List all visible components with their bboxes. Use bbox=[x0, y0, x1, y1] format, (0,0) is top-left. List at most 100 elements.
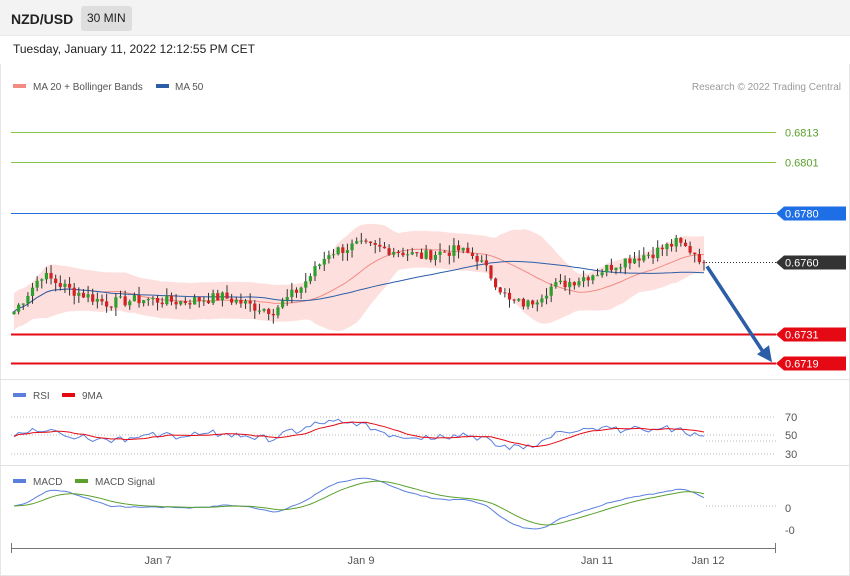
candle-body bbox=[206, 300, 211, 304]
candle-body bbox=[262, 309, 266, 311]
candle-body bbox=[600, 272, 604, 276]
level-label-resistance: 0.6801 bbox=[785, 158, 819, 170]
candle-body bbox=[563, 280, 567, 288]
candle-body bbox=[619, 267, 623, 269]
candle-body bbox=[77, 292, 81, 296]
macd-signal-legend-swatch bbox=[75, 479, 88, 483]
macd-tick-zero: 0 bbox=[785, 503, 791, 515]
candle-body bbox=[355, 241, 359, 244]
rsi-legend: RSI 9MA bbox=[13, 391, 103, 402]
candle-body bbox=[392, 252, 396, 255]
candle-body bbox=[568, 282, 572, 288]
candle-body bbox=[322, 258, 326, 265]
candle-body bbox=[665, 243, 669, 250]
candle-body bbox=[401, 252, 405, 256]
candle-body bbox=[526, 300, 530, 307]
candle-body bbox=[688, 246, 692, 253]
level-label-resistance: 0.6813 bbox=[785, 128, 819, 140]
candle-body bbox=[308, 276, 312, 282]
candle-body bbox=[165, 295, 169, 305]
candle-body bbox=[91, 294, 95, 302]
candle-body bbox=[12, 311, 16, 315]
x-tick-label: Jan 12 bbox=[691, 555, 724, 567]
candle-body bbox=[387, 248, 391, 255]
rsi-9ma-line bbox=[13, 421, 705, 447]
candle-body bbox=[299, 287, 303, 293]
forecast-arrow bbox=[705, 265, 772, 363]
rsi-tick-50: 50 bbox=[785, 430, 797, 442]
candle-body bbox=[535, 302, 539, 305]
candle-body bbox=[128, 301, 132, 306]
candle-body bbox=[646, 254, 651, 256]
ma20-legend-label: MA 20 + Bollinger Bands bbox=[33, 82, 143, 93]
candle-body bbox=[614, 267, 618, 271]
candle-body bbox=[368, 241, 373, 244]
candle-body bbox=[86, 294, 90, 298]
candle-body bbox=[494, 278, 498, 288]
candle-body bbox=[651, 254, 655, 258]
candle-body bbox=[160, 302, 164, 305]
candle-body bbox=[628, 258, 632, 264]
candle-body bbox=[257, 310, 262, 312]
candle-body bbox=[243, 300, 248, 304]
level-tag-support bbox=[776, 327, 846, 342]
candle-body bbox=[656, 247, 660, 258]
candle-body bbox=[660, 247, 664, 250]
macd-legend-swatch bbox=[13, 479, 26, 483]
candle-body bbox=[586, 277, 590, 281]
candle-body bbox=[253, 303, 257, 311]
x-tick-label: Jan 7 bbox=[145, 555, 172, 567]
candle-body bbox=[304, 281, 308, 288]
candle-body bbox=[359, 240, 363, 242]
candle-body bbox=[17, 304, 21, 312]
candlesticks bbox=[12, 232, 706, 324]
macd-signal-line bbox=[13, 480, 705, 526]
candle-body bbox=[591, 275, 595, 281]
candle-body bbox=[202, 300, 206, 302]
rsi-9ma-legend-label: 9MA bbox=[82, 391, 103, 402]
candle-body bbox=[461, 247, 465, 251]
candle-body bbox=[623, 258, 627, 268]
candle-body bbox=[267, 309, 271, 314]
rsi-line bbox=[13, 418, 705, 451]
x-tick-label: Jan 11 bbox=[581, 555, 613, 567]
candle-body bbox=[364, 240, 368, 242]
ma50-legend-swatch bbox=[156, 84, 169, 88]
candle-body bbox=[72, 287, 76, 296]
candle-body bbox=[220, 292, 224, 301]
candle-body bbox=[679, 237, 683, 243]
candle-body bbox=[410, 252, 414, 255]
candle-body bbox=[456, 245, 461, 251]
candle-body bbox=[327, 255, 331, 259]
macd-legend: MACD MACD Signal bbox=[13, 477, 155, 488]
candle-body bbox=[197, 297, 201, 302]
candle-body bbox=[280, 300, 285, 308]
candle-body bbox=[285, 297, 289, 301]
level-label-pivot: 0.6780 bbox=[785, 209, 819, 221]
candle-body bbox=[373, 243, 377, 245]
candle-body bbox=[40, 279, 44, 281]
candle-body bbox=[100, 298, 104, 302]
candle-body bbox=[271, 313, 275, 316]
candle-body bbox=[63, 283, 67, 287]
research-credit: Research © 2022 Trading Central bbox=[692, 82, 841, 93]
candle-body bbox=[336, 247, 340, 255]
timeframe-badge[interactable]: 30 MIN bbox=[81, 6, 132, 31]
candle-body bbox=[123, 296, 127, 306]
candle-body bbox=[239, 299, 243, 304]
rsi-tick-70: 70 bbox=[785, 412, 797, 424]
macd-tick-negative: -0 bbox=[785, 525, 795, 537]
candle-body bbox=[211, 293, 215, 304]
macd-lines bbox=[13, 477, 705, 530]
x-tick-label: Jan 9 bbox=[348, 555, 375, 567]
candle-body bbox=[466, 247, 470, 253]
candle-body bbox=[318, 264, 322, 267]
candle-body bbox=[521, 298, 525, 307]
candle-body bbox=[549, 286, 553, 296]
candle-body bbox=[632, 258, 637, 264]
candle-body bbox=[81, 292, 86, 298]
timestamp: Tuesday, January 11, 2022 12:12:55 PM CE… bbox=[13, 42, 255, 56]
ma20-line bbox=[13, 248, 705, 313]
level-label-support: 0.6731 bbox=[785, 330, 819, 342]
